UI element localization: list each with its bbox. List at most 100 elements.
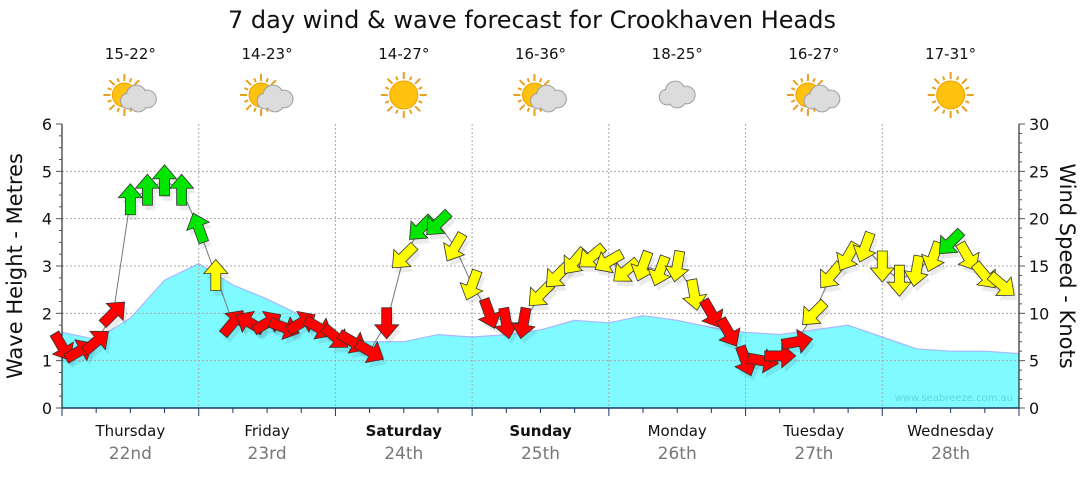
temperature-range: 14-27° — [378, 45, 429, 63]
sun-ray — [246, 80, 251, 85]
temperature-range: 15-22° — [105, 45, 156, 63]
sun-ray — [410, 77, 412, 81]
sun-ray — [544, 80, 549, 85]
sun-ray — [271, 80, 276, 85]
sun-ray — [957, 110, 959, 114]
y-tick-label-right: 30 — [1029, 115, 1049, 134]
y-tick-label-right: 0 — [1029, 399, 1039, 418]
sun-ray — [520, 80, 525, 85]
x-day-label: Tuesday — [782, 422, 844, 440]
sun-ray — [793, 80, 798, 85]
wave-area-fill — [62, 264, 1019, 408]
sun-ray — [518, 100, 522, 102]
cloud-shape — [659, 81, 695, 108]
sun-ray — [385, 87, 389, 89]
sun-ray — [528, 108, 530, 112]
y-tick-label-left: 2 — [42, 304, 52, 323]
sun-ray — [388, 79, 393, 84]
sun-ray — [110, 80, 115, 85]
sun-ray — [813, 78, 815, 82]
cloud-fill — [669, 91, 685, 107]
x-date-label: 23rd — [248, 444, 287, 464]
sun-icon — [381, 72, 427, 118]
cloud-fill — [130, 95, 146, 111]
x-day-label: Thursday — [94, 422, 165, 440]
temperature-range: 14-23° — [242, 45, 293, 63]
sun-ray — [962, 106, 967, 111]
sun-ray — [932, 101, 936, 103]
sun-cloud-icon — [240, 74, 293, 116]
sun-ray — [388, 106, 393, 111]
sun-ray — [266, 78, 268, 82]
x-date-label: 27th — [794, 444, 833, 464]
x-date-label: 28th — [931, 444, 970, 464]
sun-cloud-icon — [514, 74, 567, 116]
sun-ray — [410, 110, 412, 114]
x-day-label: Friday — [244, 422, 290, 440]
y-axis-right-label: Wind Speed - Knots — [1055, 163, 1079, 368]
sun-ray — [520, 105, 525, 110]
sun-ray — [791, 100, 795, 102]
x-date-label: 26th — [658, 444, 697, 464]
x-date-label: 22nd — [109, 444, 152, 464]
sun-disc — [937, 81, 965, 109]
temperature-range: 18-25° — [652, 45, 703, 63]
x-date-label: 24th — [384, 444, 423, 464]
sun-ray — [965, 87, 969, 89]
y-tick-label-right: 25 — [1029, 162, 1049, 181]
sun-ray — [117, 108, 119, 112]
y-tick-label-left: 0 — [42, 399, 52, 418]
sun-ray — [396, 110, 398, 114]
sun-ray — [791, 88, 795, 90]
sun-cloud-icon — [787, 74, 840, 116]
cloud-icon — [659, 81, 695, 108]
x-day-label: Wednesday — [907, 422, 994, 440]
sun-ray — [385, 101, 389, 103]
y-tick-label-left: 6 — [42, 115, 52, 134]
sun-ray — [415, 79, 420, 84]
sun-ray — [254, 108, 256, 112]
wave-area — [62, 264, 1019, 408]
sun-ray — [419, 101, 423, 103]
sun-ray — [943, 110, 945, 114]
y-tick-label-left: 1 — [42, 352, 52, 371]
watermark: www.seabreeze.com.au — [895, 393, 1013, 404]
sun-ray — [419, 87, 423, 89]
sun-disc — [390, 81, 418, 109]
sun-icon — [928, 72, 974, 118]
sun-ray — [134, 80, 139, 85]
y-tick-label-right: 10 — [1029, 304, 1049, 323]
sun-ray — [801, 78, 803, 82]
sun-ray — [965, 101, 969, 103]
y-tick-label-left: 5 — [42, 162, 52, 181]
sun-ray — [396, 77, 398, 81]
sun-ray — [934, 106, 939, 111]
sun-ray — [957, 77, 959, 81]
sun-ray — [818, 80, 823, 85]
chart-title: 7 day wind & wave forecast for Crookhave… — [228, 6, 836, 34]
x-day-label: Saturday — [366, 422, 443, 440]
y-tick-label-right: 20 — [1029, 210, 1049, 229]
sun-ray — [254, 78, 256, 82]
sun-ray — [130, 78, 132, 82]
sun-ray — [518, 88, 522, 90]
temperature-range: 16-36° — [515, 45, 566, 63]
sun-ray — [801, 108, 803, 112]
sun-ray — [110, 105, 115, 110]
x-date-label: 25th — [521, 444, 560, 464]
sun-ray — [793, 105, 798, 110]
sun-cloud-icon — [103, 74, 156, 116]
y-tick-label-right: 15 — [1029, 257, 1049, 276]
sun-ray — [415, 106, 420, 111]
cloud-fill — [267, 95, 283, 111]
cloud-fill — [541, 95, 557, 111]
weather-icons: 15-22°14-23°14-27°16-36°18-25°16-27°17-3… — [103, 45, 976, 118]
sun-ray — [943, 77, 945, 81]
sun-ray — [528, 78, 530, 82]
y-tick-label-right: 5 — [1029, 352, 1039, 371]
sun-ray — [932, 87, 936, 89]
sun-ray — [108, 100, 112, 102]
x-day-label: Sunday — [509, 422, 572, 440]
sun-ray — [244, 100, 248, 102]
